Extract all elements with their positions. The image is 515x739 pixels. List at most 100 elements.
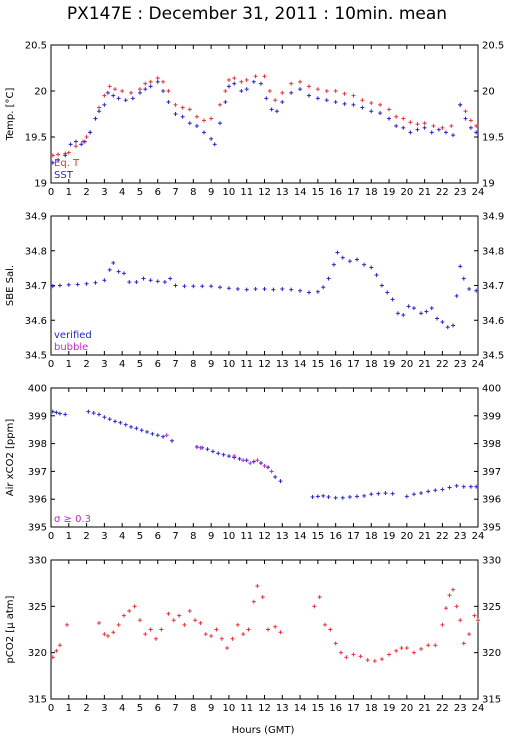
data-point <box>369 100 374 105</box>
data-point <box>123 422 128 427</box>
data-point <box>244 287 249 292</box>
data-point <box>118 420 123 425</box>
data-point <box>369 265 374 270</box>
data-point <box>331 262 336 267</box>
x-tick-label: 5 <box>137 703 143 714</box>
data-point <box>333 100 338 105</box>
data-point <box>312 604 317 609</box>
data-point <box>415 127 420 132</box>
data-point <box>422 121 427 126</box>
x-tick-label: 10 <box>223 531 236 542</box>
x-tick-label: 20 <box>400 187 413 198</box>
x-tick-label: 13 <box>276 187 289 198</box>
data-point <box>467 632 472 637</box>
x-tick-label: 6 <box>155 187 161 198</box>
data-point <box>298 79 303 84</box>
data-point <box>394 114 399 119</box>
data-point <box>355 257 360 262</box>
data-point <box>387 107 392 112</box>
data-point <box>198 445 203 450</box>
data-point <box>340 495 345 500</box>
data-point <box>50 655 55 660</box>
legend-entry: σ ≥ 0.3 <box>54 514 91 525</box>
data-point <box>214 627 219 632</box>
data-point <box>148 278 153 283</box>
data-point <box>66 150 71 155</box>
x-tick-label: 16 <box>329 359 342 370</box>
x-tick-label: 15 <box>312 703 325 714</box>
data-point <box>399 646 404 651</box>
data-point <box>387 652 392 657</box>
panel-2: 0 1 2 3 4 5 6 7 8 9 10 11 12 13 14 15 16 17 18 19 20 21 22 23 24… <box>5 212 504 371</box>
data-point <box>173 102 178 107</box>
data-point <box>326 494 331 499</box>
y-tick-label-right: 320 <box>482 648 501 659</box>
y-tick-label-right: 330 <box>482 556 501 567</box>
data-point <box>187 107 192 112</box>
data-point <box>351 652 356 657</box>
data-point <box>121 613 126 618</box>
data-point <box>141 276 146 281</box>
data-point <box>289 90 294 95</box>
x-tick-label: 21 <box>418 359 431 370</box>
y-tick-label: 34.5 <box>25 351 47 362</box>
x-tick-label: 19 <box>383 531 396 542</box>
data-point <box>251 459 256 464</box>
x-tick-label: 10 <box>223 703 236 714</box>
y-tick-label-right: 34.8 <box>482 246 504 257</box>
x-tick-label: 8 <box>190 531 196 542</box>
data-point <box>116 622 121 627</box>
data-point <box>82 139 87 144</box>
data-point <box>258 81 263 86</box>
data-point <box>262 74 267 79</box>
x-tick-label: 4 <box>119 531 125 542</box>
data-point <box>447 593 452 598</box>
data-point <box>324 89 329 93</box>
data-point <box>280 100 285 105</box>
data-point <box>226 286 231 291</box>
x-tick-label: 13 <box>276 531 289 542</box>
data-point <box>426 643 431 648</box>
x-tick-label: 10 <box>223 359 236 370</box>
data-point <box>315 494 320 499</box>
data-point <box>239 89 244 93</box>
x-tick-label: 9 <box>208 359 214 370</box>
data-point <box>474 123 479 128</box>
data-point <box>84 135 89 139</box>
y-tick-label-right: 400 <box>482 384 501 395</box>
data-point <box>248 461 253 466</box>
y-tick-label-right: 395 <box>482 523 501 534</box>
y-tick-label: 396 <box>28 495 47 506</box>
x-tick-label: 9 <box>208 187 214 198</box>
data-point <box>383 491 388 496</box>
data-point <box>408 130 413 135</box>
x-tick-label: 8 <box>190 187 196 198</box>
x-tick-label: 23 <box>454 359 467 370</box>
data-point <box>123 98 128 103</box>
plot-frame <box>50 387 479 528</box>
data-point <box>223 89 228 93</box>
data-point <box>424 309 429 314</box>
x-tick-label: 17 <box>347 359 360 370</box>
y-tick-label: 320 <box>28 648 47 659</box>
x-tick-label: 22 <box>436 359 449 370</box>
data-point <box>182 284 187 289</box>
data-point <box>202 118 207 123</box>
x-tick-label: 22 <box>436 703 449 714</box>
data-point <box>306 290 311 295</box>
data-point <box>376 491 381 496</box>
data-point <box>451 323 456 328</box>
x-tick-label: 12 <box>258 359 271 370</box>
x-tick-label: 10 <box>223 187 236 198</box>
data-point <box>433 643 438 648</box>
x-tick-label: 19 <box>383 187 396 198</box>
data-point <box>50 160 55 165</box>
data-point <box>209 116 214 121</box>
data-point <box>362 262 367 267</box>
y-tick-label: 399 <box>28 411 47 422</box>
data-point <box>57 411 62 416</box>
data-point <box>317 595 322 600</box>
y-tick-label-right: 20.5 <box>482 41 504 52</box>
data-point <box>111 260 116 265</box>
x-tick-label: 5 <box>137 531 143 542</box>
